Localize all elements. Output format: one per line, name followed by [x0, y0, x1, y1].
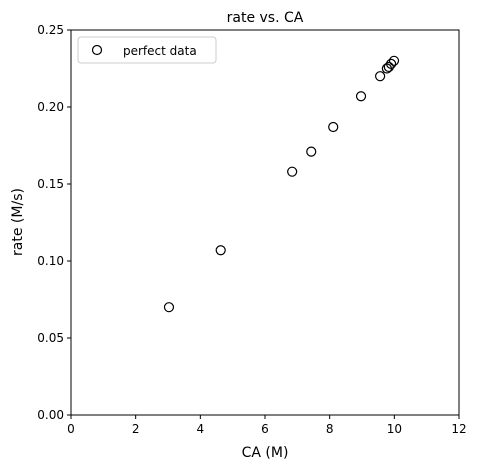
y-axis: 0.00 0.05 0.10 0.15 0.20 0.25: [37, 23, 71, 422]
legend-label: perfect data: [123, 44, 197, 58]
x-tick-label: 0: [67, 422, 75, 436]
y-tick-label: 0.15: [37, 177, 64, 191]
legend: perfect data: [78, 37, 216, 63]
x-tick-label: 12: [451, 422, 466, 436]
y-tick-label: 0.05: [37, 331, 64, 345]
x-tick-label: 2: [132, 422, 140, 436]
plot-area: [71, 30, 459, 415]
x-tick-label: 10: [387, 422, 402, 436]
chart-title: rate vs. CA: [227, 10, 304, 26]
x-tick-label: 6: [261, 422, 269, 436]
x-axis-label: CA (M): [242, 445, 289, 461]
y-tick-label: 0.20: [37, 100, 64, 114]
x-axis: 0 2 4 6 8 10 12: [67, 415, 466, 436]
x-tick-label: 8: [326, 422, 334, 436]
y-tick-label: 0.00: [37, 408, 64, 422]
y-axis-label: rate (M/s): [10, 188, 26, 256]
y-tick-label: 0.10: [37, 254, 64, 268]
x-tick-label: 4: [197, 422, 205, 436]
y-tick-label: 0.25: [37, 23, 64, 37]
plot-frame: [71, 30, 459, 415]
